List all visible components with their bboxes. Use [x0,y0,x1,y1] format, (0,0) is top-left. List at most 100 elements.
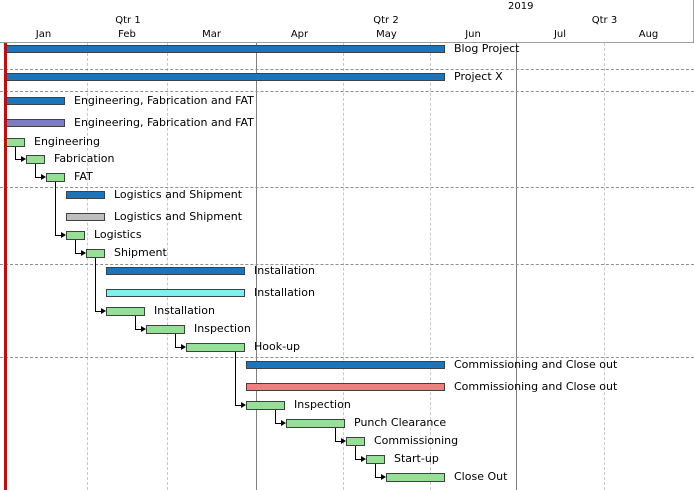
dependency-line [15,159,21,160]
group-separator [0,187,694,188]
bar-label: Project X [454,70,503,83]
month-header-apr: Apr [256,28,344,43]
bar-label: Fabrication [54,152,115,165]
gridline-jun [430,43,431,490]
dependency-line [35,177,41,178]
dependency-line [175,347,181,348]
gantt-bar-installation[interactable] [106,307,145,316]
bar-label: Punch Clearance [354,416,447,429]
gantt-bar-commissioning-summary[interactable] [246,361,445,369]
gantt-bar-fat[interactable] [46,173,65,182]
gantt-bar-commissioning[interactable] [346,437,365,446]
gantt-bar-start-up[interactable] [366,455,385,464]
group-separator [0,69,694,70]
gantt-bar-installation-baseline[interactable] [106,289,245,297]
gantt-bar-fabrication[interactable] [26,155,45,164]
dependency-arrow-icon [341,438,346,444]
gantt-bar-logistics-baseline[interactable] [66,213,105,221]
bar-label: Close Out [454,470,508,483]
dependency-line [375,464,376,478]
gantt-bar-logistics-summary[interactable] [66,191,105,199]
gantt-bar-shipment[interactable] [86,249,105,258]
dependency-line [355,459,361,460]
gantt-bar-commissioning-baseline[interactable] [246,383,445,391]
dependency-arrow-icon [21,156,26,162]
dependency-line [375,477,381,478]
dependency-arrow-icon [281,420,286,426]
gantt-bar-eng-fab-fat-summary[interactable] [6,97,65,105]
gantt-bar-close-out[interactable] [386,473,445,482]
group-separator [0,264,694,265]
gantt-bar-logistics[interactable] [66,231,85,240]
month-header-aug: Aug [604,28,694,43]
gridline-mar [167,43,168,490]
dependency-line [235,405,241,406]
gantt-bar-project-x[interactable] [6,73,445,81]
month-header-feb: Feb [87,28,168,43]
dependency-arrow-icon [381,474,386,480]
month-header-jun: Jun [430,28,517,43]
dependency-line [15,147,16,160]
dependency-arrow-icon [141,326,146,332]
bar-label: Hook-up [254,340,301,353]
bar-label: Blog Project [454,42,520,55]
gridline-may [343,43,344,490]
group-separator [0,357,694,358]
bar-label: Installation [254,264,315,277]
month-header-may: May [343,28,431,43]
dependency-line [55,182,56,236]
gridline-qtr3 [516,43,517,490]
dependency-line [175,334,176,348]
gantt-bar-inspection-2[interactable] [246,401,285,410]
bar-label: Commissioning and Close out [454,380,618,393]
gantt-bar-punch-clearance[interactable] [286,419,345,428]
dependency-line [335,428,336,442]
bar-label: Engineering, Fabrication and FAT [74,94,254,107]
dependency-line [135,316,136,330]
gantt-bar-inspection[interactable] [146,325,185,334]
dependency-arrow-icon [81,250,86,256]
quarter-header-q3: Qtr 3 [516,14,694,29]
today-line [4,43,7,490]
dependency-arrow-icon [101,308,106,314]
bar-label: Inspection [194,322,251,335]
gantt-bar-engineering[interactable] [6,138,25,147]
bar-label: Logistics and Shipment [114,210,243,223]
dependency-arrow-icon [361,456,366,462]
dependency-arrow-icon [241,402,246,408]
year-header: 2019 [0,0,694,15]
gantt-bar-blog-project[interactable] [6,45,445,53]
dependency-line [75,240,76,254]
dependency-line [95,258,96,312]
gantt-bar-hook-up[interactable] [186,343,245,352]
bar-label: Commissioning and Close out [454,358,618,371]
dependency-line [355,446,356,460]
bar-label: Shipment [114,246,167,259]
gantt-bar-installation-summary[interactable] [106,267,245,275]
dependency-line [35,164,36,178]
bar-label: Logistics [94,228,142,241]
dependency-arrow-icon [61,232,66,238]
dependency-arrow-icon [181,344,186,350]
dependency-line [235,352,236,406]
gridline-qtr2 [256,43,257,490]
bar-label: Installation [154,304,215,317]
bar-label: Start-up [394,452,439,465]
quarter-header-q1: Qtr 1 [0,14,257,29]
gantt-bar-eng-fab-fat-baseline[interactable] [6,119,65,127]
dependency-line [55,235,61,236]
gridline-feb [87,43,88,490]
bar-label: Logistics and Shipment [114,188,243,201]
month-header-jul: Jul [516,28,605,43]
dependency-line [135,329,141,330]
dependency-line [275,410,276,424]
bar-label: Inspection [294,398,351,411]
month-header-mar: Mar [167,28,257,43]
gridline-aug [604,43,605,490]
dependency-arrow-icon [41,174,46,180]
dependency-line [275,423,281,424]
dependency-line [335,441,341,442]
dependency-line [95,311,101,312]
group-separator [0,91,694,92]
